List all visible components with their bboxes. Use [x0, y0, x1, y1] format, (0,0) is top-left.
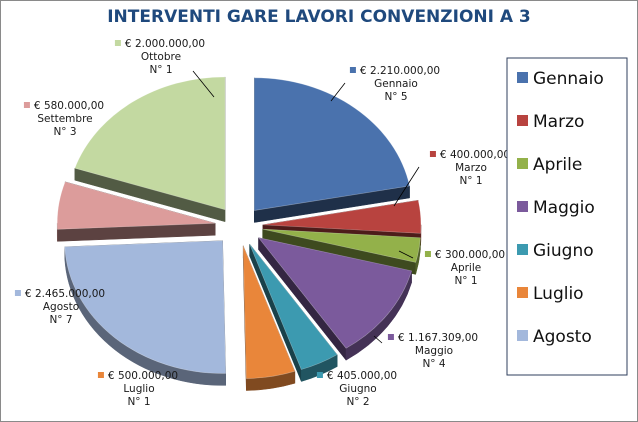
legend-label: Luglio	[533, 284, 584, 304]
legend-item-luglio: Luglio	[517, 284, 584, 304]
legend-swatch	[517, 115, 528, 126]
legend-label: Marzo	[533, 112, 584, 132]
data-label-count: N° 5	[384, 91, 407, 103]
leader-line-aprile	[398, 250, 414, 259]
leader-lines	[192, 70, 420, 344]
data-label-swatch	[387, 334, 394, 340]
leader-line-ottobre	[192, 70, 215, 98]
legend-label: Gennaio	[533, 69, 604, 89]
data-label-category: Luglio	[123, 383, 154, 395]
pie-slice-ottobre	[74, 76, 226, 222]
data-label-category: Ottobre	[141, 51, 181, 63]
data-label-swatch	[349, 67, 356, 73]
pie-slice-giugno	[249, 243, 338, 382]
data-label-count: N° 3	[53, 126, 76, 138]
data-label-count: N° 1	[459, 175, 482, 187]
data-label-value: € 400.000,00	[440, 149, 510, 161]
data-label-count: N° 2	[346, 396, 369, 408]
data-label-value: € 1.167.309,00	[398, 332, 478, 344]
pie-slice-aprile	[262, 228, 421, 275]
legend-item-marzo: Marzo	[517, 112, 584, 132]
data-label-swatch	[429, 151, 436, 157]
data-label-category: Maggio	[415, 345, 453, 357]
pie-slice-agosto	[64, 240, 227, 386]
pie-slices	[56, 76, 422, 391]
legend-label: Aprile	[533, 155, 582, 175]
data-label-value: € 2.465.000,00	[25, 288, 105, 300]
leader-line-gennaio	[330, 82, 346, 102]
data-label-swatch	[114, 40, 121, 46]
data-label-swatch	[424, 251, 431, 257]
data-label-category: Giugno	[339, 383, 376, 395]
chart-title: INTERVENTI GARE LAVORI CONVENZIONI A 3	[107, 7, 531, 27]
data-label-swatch	[97, 372, 104, 378]
pie-slice-settembre	[56, 181, 216, 242]
data-label-value: € 2.000.000,00	[125, 38, 205, 50]
data-label-value: € 500.000,00	[108, 370, 178, 382]
data-label-count: N° 4	[422, 358, 445, 370]
data-label-count: N° 7	[49, 314, 72, 326]
data-label-category: Agosto	[43, 301, 79, 313]
data-label-count: N° 1	[127, 396, 150, 408]
leader-line-marzo	[393, 166, 420, 207]
data-label-swatch	[23, 102, 30, 108]
data-label-value: € 2.210.000,00	[360, 65, 440, 77]
legend-label: Maggio	[533, 198, 595, 218]
data-label-category: Marzo	[455, 162, 487, 174]
legend-item-agosto: Agosto	[517, 327, 592, 347]
legend-item-giugno: Giugno	[517, 241, 594, 261]
legend-item-aprile: Aprile	[517, 155, 582, 175]
data-label-count: N° 1	[454, 275, 477, 287]
pie-slice-luglio	[242, 245, 296, 391]
legend-swatch	[517, 201, 528, 212]
pie-slice-gennaio	[254, 77, 410, 223]
data-label-category: Gennaio	[374, 78, 418, 90]
legend: Gennaio Marzo Aprile Maggio Giugno Luglio Agos…	[517, 69, 604, 347]
legend-label: Giugno	[533, 241, 594, 261]
legend-swatch	[517, 244, 528, 255]
legend-item-maggio: Maggio	[517, 198, 595, 218]
data-label-swatch	[316, 372, 323, 378]
data-label-swatch	[14, 290, 21, 296]
legend-swatch	[517, 330, 528, 341]
data-label-value: € 405.000,00	[327, 370, 397, 382]
leader-line-maggio	[373, 335, 383, 344]
legend-swatch	[517, 158, 528, 169]
legend-label: Agosto	[533, 327, 592, 347]
data-label-value: € 300.000,00	[435, 249, 505, 261]
legend-item-gennaio: Gennaio	[517, 69, 604, 89]
data-label-category: Aprile	[451, 262, 481, 274]
legend-swatch	[517, 72, 528, 83]
legend-box	[506, 57, 628, 376]
data-label-category: Settembre	[37, 113, 92, 125]
legend-swatch	[517, 287, 528, 298]
pie-slice-maggio	[257, 236, 412, 361]
data-label-count: N° 1	[149, 64, 172, 76]
data-label-value: € 580.000,00	[34, 100, 104, 112]
